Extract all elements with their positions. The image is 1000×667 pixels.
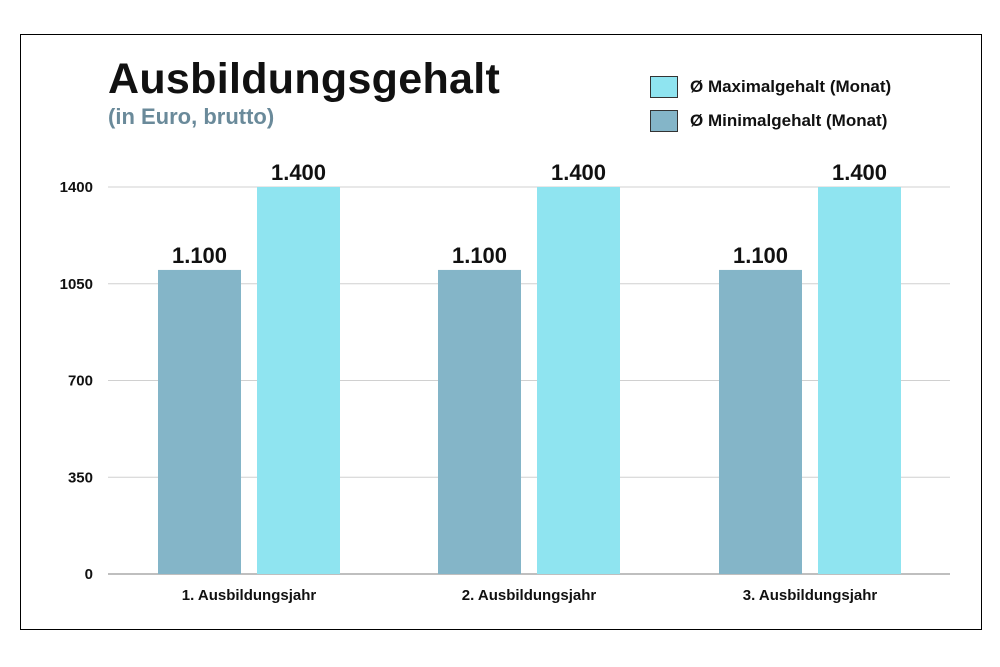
data-label: 1.400 xyxy=(551,160,606,185)
y-tick-label: 0 xyxy=(85,566,93,583)
legend-swatch-min xyxy=(650,110,678,132)
bar-max-3 xyxy=(818,187,901,574)
legend-item-max: Ø Maximalgehalt (Monat) xyxy=(650,70,891,104)
bar-min-3 xyxy=(719,269,802,574)
data-label: 1.400 xyxy=(271,160,326,185)
chart-frame xyxy=(20,34,982,630)
x-category-label: 2. Ausbildungsjahr xyxy=(462,587,597,604)
bar-min-2 xyxy=(438,269,521,574)
legend-label-min: Ø Minimalgehalt (Monat) xyxy=(690,111,888,130)
legend-item-min: Ø Minimalgehalt (Monat) xyxy=(650,104,891,138)
chart-subtitle: (in Euro, brutto) xyxy=(108,104,275,129)
bar-min-1 xyxy=(158,269,241,574)
y-tick-label: 1400 xyxy=(60,179,93,196)
y-tick-label: 350 xyxy=(68,469,93,486)
x-category-label: 3. Ausbildungsjahr xyxy=(743,587,878,604)
data-label: 1.400 xyxy=(832,160,887,185)
chart-title: Ausbildungsgehalt xyxy=(108,55,501,103)
data-label: 1.100 xyxy=(733,243,788,268)
y-tick-label: 700 xyxy=(68,373,93,390)
data-label: 1.100 xyxy=(452,243,507,268)
legend: Ø Maximalgehalt (Monat) Ø Minimalgehalt … xyxy=(650,70,891,138)
bar-max-1 xyxy=(257,187,340,574)
data-label: 1.100 xyxy=(172,243,227,268)
legend-swatch-max xyxy=(650,76,678,98)
bar-max-2 xyxy=(537,187,620,574)
legend-label-max: Ø Maximalgehalt (Monat) xyxy=(690,77,892,96)
y-tick-label: 1050 xyxy=(60,276,93,293)
x-category-label: 1. Ausbildungsjahr xyxy=(182,587,317,604)
